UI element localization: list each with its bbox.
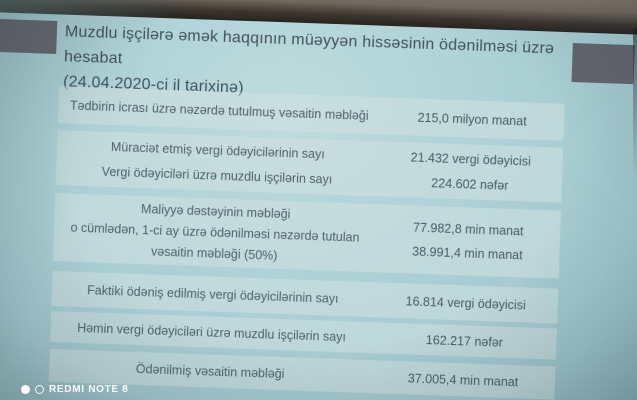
row-label-line: Həmin vergi ödəyiciləri üzrə muzdlu işçi… — [76, 320, 347, 344]
row-value: 21.432 vergi ödəyicisi 224.602 nəfər — [377, 141, 563, 202]
watermark-text: REDMI NOTE 8 — [49, 384, 129, 395]
camera-watermark: REDMI NOTE 8 — [21, 384, 129, 395]
row-value-line: 224.602 nəfər — [431, 175, 509, 193]
row-value-line: 37.005,4 min manat — [407, 370, 519, 389]
row-value-line: 38.991,4 min manat — [411, 244, 523, 263]
camera-dot-icon — [21, 385, 30, 394]
row-label: Maliyyə dəstəyinin məbləği o cümlədən, 1… — [53, 193, 377, 272]
row-value-line: 16.814 vergi ödəyicisi — [405, 293, 527, 313]
row-label-line: Faktiki ödəniş edilmiş vergi ödəyiciləri… — [86, 282, 339, 306]
row-label: Faktiki ödəniş edilmiş vergi ödəyiciləri… — [51, 271, 374, 317]
row-label-line: Tədbirin icrası üzrə nəzərdə tutulmuş və… — [69, 98, 369, 123]
table-row: Maliyyə dəstəyinin məbləği o cümlədən, 1… — [52, 193, 561, 279]
row-value-line: 21.432 vergi ödəyicisi — [410, 149, 532, 169]
row-value-line: 162.217 nəfər — [425, 332, 504, 350]
row-value: 77.982,8 min manat 38.991,4 min manat — [375, 204, 561, 278]
row-value: 215,0 milyon manat — [380, 97, 565, 140]
row-value-line: 215,0 milyon manat — [417, 110, 527, 128]
row-value: 16.814 vergi ödəyicisi — [373, 282, 558, 323]
right-dark-block — [571, 43, 635, 85]
row-label: Həmin vergi ödəyiciləri üzrə muzdlu işçi… — [50, 311, 373, 353]
row-label: Müraciət etmiş vergi ödəyicilərinin sayı… — [56, 130, 380, 196]
camera-ring-icon — [35, 385, 44, 394]
row-value: 37.005,4 min manat — [371, 360, 556, 399]
row-value: 162.217 nəfər — [372, 322, 557, 359]
table-row: Müraciət etmiş vergi ödəyicilərinin sayı… — [55, 130, 564, 203]
left-dark-block — [0, 18, 58, 54]
row-label-line: Ödənilmiş vəsaitin məbləği — [135, 361, 285, 381]
